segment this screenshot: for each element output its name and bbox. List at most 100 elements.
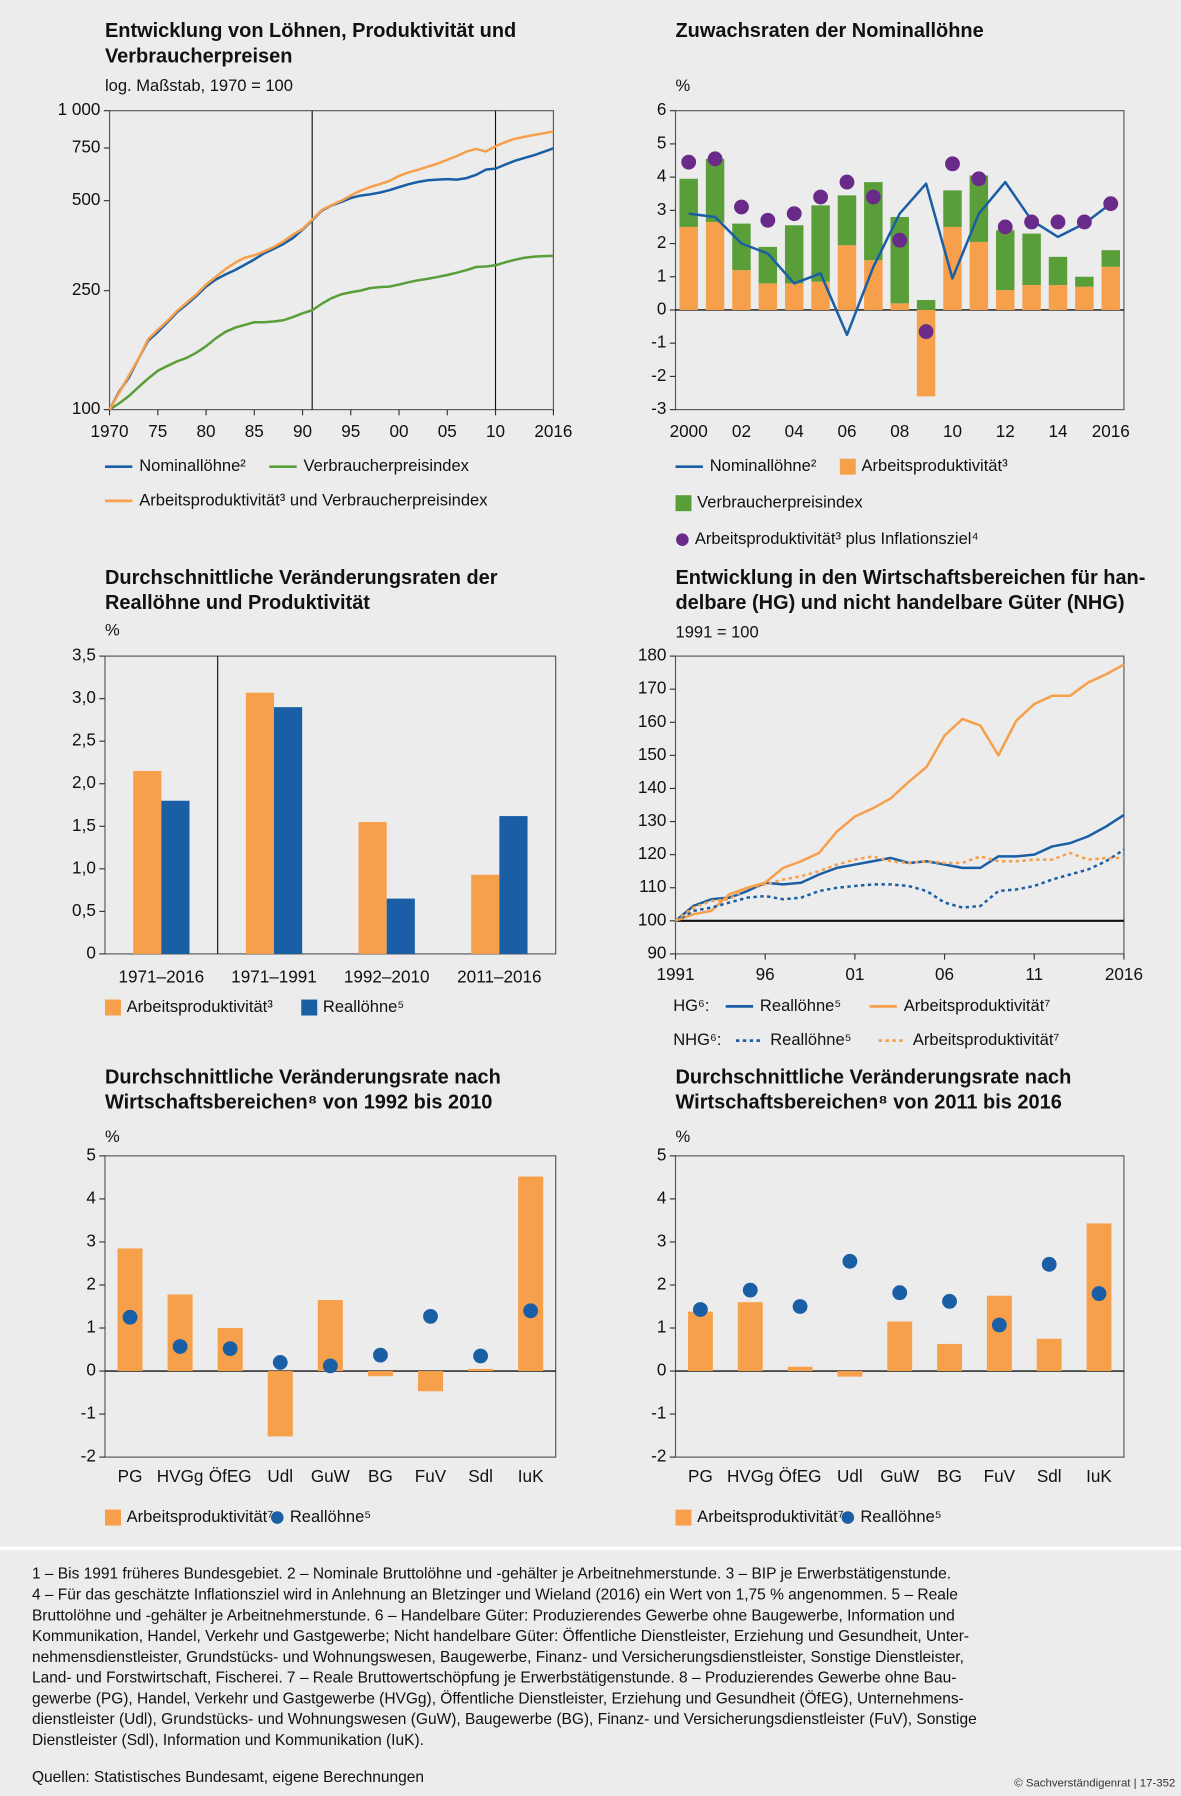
bar [358,822,387,954]
bar [1036,1338,1062,1372]
x-tick-label: 85 [245,422,264,441]
y-tick-label: 2 [657,1274,667,1293]
x-tick-label: 80 [197,422,216,441]
legend-swatch [271,1511,284,1524]
dot [1076,214,1092,230]
legend-label: Arbeitsproduktivität⁷ [904,996,1051,1015]
x-tick-label: 2011–2016 [457,967,541,986]
x-tick-label: Udl [267,1467,293,1486]
bar [367,1371,393,1377]
dot [272,1355,288,1370]
chart-title: Durchschnittliche Veränderungsrate nach [676,1067,1072,1089]
y-unit: % [676,1127,691,1146]
bar [417,1371,444,1392]
y-tick-label: 3 [86,1231,96,1250]
bar [133,770,162,954]
x-tick-label: 75 [148,422,167,441]
bar-segment [916,309,936,397]
plot-frame [674,655,1125,955]
y-tick-label: 1 [657,266,667,285]
x-tick-label: 2016 [534,422,572,441]
bar-segment [705,158,725,222]
legend-label: Arbeitsproduktivität⁷ [913,1030,1060,1049]
y-tick-label: 100 [638,910,667,929]
bar-segment [996,230,1015,291]
x-tick-label: 01 [845,965,864,984]
bar-segment [943,226,962,310]
dot [373,1347,388,1363]
bar [117,1248,143,1372]
footnote: Land- und Forstwirtschaft, Fischerei. 7 … [32,1670,956,1687]
bar-segment [1075,276,1094,287]
bar-segment [784,225,804,284]
series-line [674,851,1124,922]
footnote: 4 – Für das geschätzte Inflationsziel wi… [32,1586,958,1603]
y-tick-label: 3 [657,1231,667,1250]
bar-segment [784,283,804,310]
y-tick-label: 180 [638,646,667,665]
y-tick-label: 160 [638,712,667,731]
series-line [108,254,554,411]
x-tick-label: 04 [785,422,805,441]
bar [687,1311,713,1372]
dot [792,1299,808,1314]
legend-group: HG⁶: [673,996,709,1015]
dot [991,1317,1007,1333]
bar [518,1176,544,1372]
y-tick-label: 150 [638,745,667,764]
bar [167,1294,193,1372]
x-tick-label: FuV [415,1467,447,1486]
y-tick-label: 1 000 [58,100,101,119]
legend-swatch [675,495,692,512]
dot [473,1348,488,1364]
x-tick-label: 2000 [670,422,708,441]
y-tick-label: 1,0 [72,858,96,877]
chart-subtitle: log. Maßstab, 1970 = 100 [105,76,293,95]
y-tick-label: 90 [647,943,666,962]
x-tick-label: 12 [996,422,1015,441]
legend-label: Nominallöhne² [710,456,817,475]
x-tick-label: 10 [486,422,505,441]
bar [887,1321,913,1372]
bar-segment [890,303,909,310]
footnote: nehmensdienstleister, Grundstücks- und W… [32,1649,964,1666]
footnote: gewerbe (PG), Handel, Verkehr und Gastge… [32,1689,964,1707]
x-tick-label: HVGg [157,1467,204,1486]
bar-segment [679,226,698,310]
bar-segment [1022,233,1041,286]
legend-swatch [104,1509,121,1526]
x-tick-label: 1971–2016 [119,967,205,986]
dot [1050,214,1066,230]
y-tick-label: 3,0 [72,688,96,707]
y-tick-label: 5 [657,1145,667,1164]
x-tick-label: ÖfEG [209,1467,252,1486]
bar-segment [732,270,751,310]
dot [813,189,829,205]
x-tick-label: 1970 [91,422,129,441]
plot-frame [674,1155,1125,1458]
x-tick-label: GuW [880,1467,920,1486]
y-tick-label: -1 [651,1404,666,1423]
dot [172,1339,188,1354]
y-unit: % [105,620,120,639]
bar-segment [732,223,751,271]
bar-segment [1101,250,1120,267]
plot-frame [104,1155,557,1458]
legend-label: Arbeitsproduktivität³ und Verbraucherpre… [139,490,488,509]
bar-segment [969,241,989,310]
y-tick-label: -2 [81,1447,96,1466]
y-tick-label: 4 [657,167,667,186]
x-tick-label: 06 [837,422,856,441]
dot [997,219,1013,235]
series-line [108,130,554,411]
legend-label: Verbraucherpreisindex [304,456,470,475]
bar-segment [1048,256,1068,286]
bar [274,707,303,954]
bar-segment [943,190,962,227]
chart-title: Verbraucherpreisen [105,45,292,67]
bar-segment [864,260,883,310]
source: Quellen: Statistisches Bundesamt, eigene… [32,1769,424,1786]
legend-label: Arbeitsproduktivität³ [127,997,274,1016]
y-tick-label: 2,5 [72,731,96,750]
y-tick-label: -1 [651,333,666,352]
